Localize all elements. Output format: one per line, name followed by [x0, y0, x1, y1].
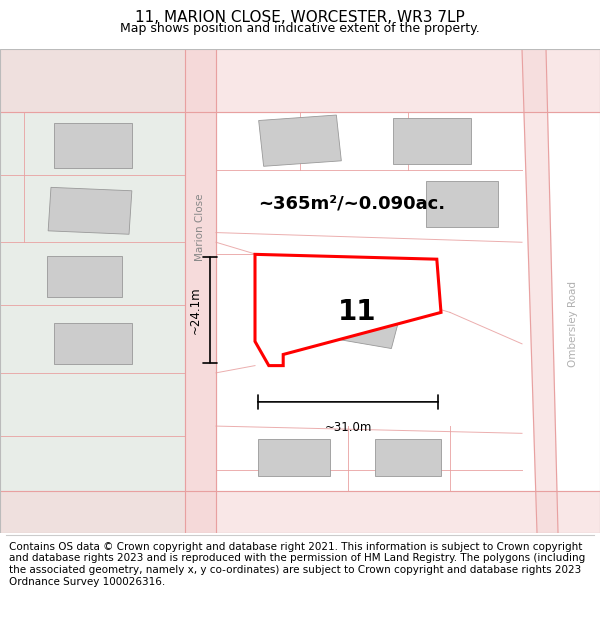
Polygon shape — [522, 49, 558, 532]
Text: Map shows position and indicative extent of the property.: Map shows position and indicative extent… — [120, 22, 480, 35]
Polygon shape — [0, 49, 600, 112]
Polygon shape — [0, 491, 600, 532]
Text: ~31.0m: ~31.0m — [325, 421, 371, 434]
Text: Contains OS data © Crown copyright and database right 2021. This information is : Contains OS data © Crown copyright and d… — [9, 542, 585, 586]
Polygon shape — [54, 122, 132, 169]
Text: 11: 11 — [338, 298, 376, 326]
Polygon shape — [54, 323, 132, 364]
Polygon shape — [426, 181, 498, 226]
Polygon shape — [393, 118, 471, 164]
Text: Ombersley Road: Ombersley Road — [568, 281, 578, 368]
Bar — [0, 49, 186, 532]
Text: Marion Close: Marion Close — [196, 194, 205, 261]
Text: ~365m²/~0.090ac.: ~365m²/~0.090ac. — [258, 194, 445, 213]
Text: ~24.1m: ~24.1m — [188, 286, 202, 334]
Polygon shape — [258, 439, 330, 476]
Polygon shape — [185, 49, 216, 532]
Polygon shape — [375, 439, 441, 476]
Polygon shape — [255, 254, 441, 366]
Polygon shape — [47, 256, 122, 297]
Text: 11, MARION CLOSE, WORCESTER, WR3 7LP: 11, MARION CLOSE, WORCESTER, WR3 7LP — [135, 10, 465, 25]
Polygon shape — [301, 271, 407, 349]
Polygon shape — [259, 115, 341, 166]
Polygon shape — [48, 188, 132, 234]
